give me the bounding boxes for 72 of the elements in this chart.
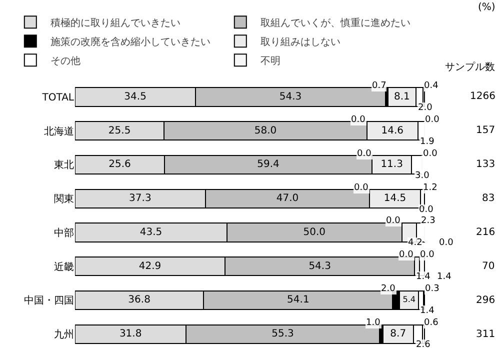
data-label: 14.5 <box>384 193 406 204</box>
text: 1266 <box>470 91 496 102</box>
data-label: 0.0 <box>354 183 369 193</box>
data-label: 11.3 <box>380 159 403 170</box>
data-label: 47.0 <box>276 193 299 204</box>
data-label: 1.4 <box>420 306 435 316</box>
data-label: 0.0 <box>386 216 401 226</box>
data-label: 0.7 <box>372 81 386 91</box>
legend-label: 取り組みはしない <box>260 36 340 48</box>
data-label: 4.2 <box>408 238 422 248</box>
data-label: 54.3 <box>279 91 302 102</box>
data-label: 31.8 <box>119 328 142 340</box>
y-tick-label: TOTAL <box>41 92 74 104</box>
data-label: 58.0 <box>254 125 277 136</box>
data-label: 1.2 <box>423 183 438 193</box>
data-label: 1.4 <box>416 272 431 282</box>
data-label: 0.0 <box>439 238 454 248</box>
y-tick-label: 東北 <box>54 159 74 172</box>
legend-label: 不明 <box>260 56 280 67</box>
data-label: 8.7 <box>390 328 406 340</box>
data-label: 50.0 <box>303 226 326 238</box>
data-label: 3.0 <box>415 171 430 181</box>
text: 157 <box>476 125 496 136</box>
data-label: 55.3 <box>272 328 294 340</box>
data-label: 54.1 <box>287 294 310 306</box>
text: 83 <box>482 193 495 204</box>
y-tick-label: 北海道 <box>44 125 74 138</box>
data-label: 25.6 <box>108 159 131 170</box>
y-tick-label: 中部 <box>54 226 74 239</box>
data-label: 42.9 <box>138 260 162 272</box>
text: 311 <box>476 329 496 340</box>
data-label: 0.0 <box>419 205 434 215</box>
y-tick-label: 九州 <box>54 328 74 341</box>
data-label: 37.3 <box>129 193 152 204</box>
text: 216 <box>476 227 496 238</box>
data-label: 0.0 <box>399 250 414 260</box>
data-label: 8.1 <box>394 91 410 102</box>
legend-label: 取組んでいくが、慎重に進めたい <box>260 16 410 29</box>
legend-label: その他 <box>50 54 80 67</box>
text: (%) <box>478 2 496 13</box>
text: 296 <box>476 295 496 306</box>
y-tick-label: 関東 <box>54 193 74 206</box>
text: 70 <box>482 261 495 272</box>
data-label: 5.4 <box>402 294 416 304</box>
y-tick-label: 近畿 <box>54 260 74 273</box>
text: サンプル数 <box>445 61 495 73</box>
data-label: 2.3 <box>421 216 436 226</box>
data-label: 0.0 <box>425 115 440 125</box>
data-label: 1.4 <box>437 272 452 282</box>
data-label: 2.0 <box>418 103 433 113</box>
data-label: 0.6 <box>424 318 439 328</box>
data-label: 0.0 <box>351 115 366 125</box>
text: 133 <box>476 159 496 170</box>
legend-label: 施策の改廃を含め縮小していきたい <box>50 36 210 48</box>
data-label: 43.5 <box>140 226 162 238</box>
data-label: 0.4 <box>424 81 439 91</box>
data-label: 59.4 <box>257 159 280 170</box>
data-label: 54.3 <box>308 260 331 272</box>
data-label: 0.0 <box>420 250 435 260</box>
data-label: 0.0 <box>423 149 438 159</box>
data-label: 36.8 <box>128 294 150 306</box>
data-label: 2.6 <box>416 340 431 350</box>
data-label: 1.9 <box>420 137 435 147</box>
y-tick-label: 中国・四国 <box>24 294 74 307</box>
data-label: 2.0 <box>381 284 396 294</box>
data-label: 14.6 <box>381 125 404 136</box>
legend-label: 積極的に取り組んでいきたい <box>50 16 180 29</box>
data-label: 25.5 <box>108 125 131 136</box>
data-label: 0.3 <box>425 284 440 294</box>
data-label: 0.0 <box>357 149 372 159</box>
data-label: 34.5 <box>124 91 146 102</box>
data-label: 1.0 <box>366 318 381 328</box>
